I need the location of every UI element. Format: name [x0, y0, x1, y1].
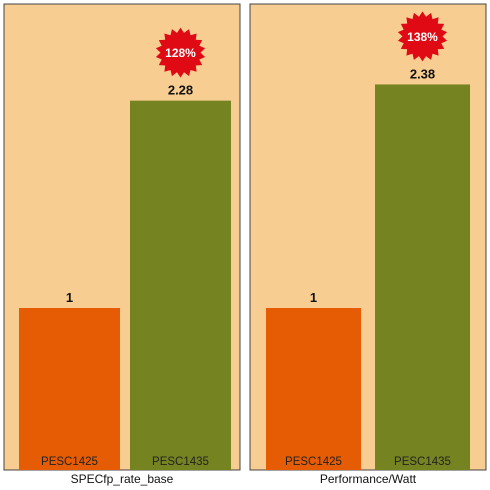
category-label: PESC1435 — [394, 456, 451, 468]
data-label: 1 — [66, 290, 73, 305]
percentage-badge — [397, 11, 448, 62]
data-label: 2.28 — [168, 83, 193, 98]
category-label: PESC1425 — [285, 456, 342, 468]
category-label: PESC1435 — [152, 456, 209, 468]
panel-1-xlabel: SPECfp_rate_base — [70, 472, 174, 486]
percentage-badge-label: 128% — [165, 46, 196, 60]
data-label: 1 — [310, 290, 317, 305]
panel-2-xlabel: Performance/Watt — [319, 472, 417, 486]
category-label: PESC1425 — [41, 456, 98, 468]
bar-pesc1425 — [19, 308, 120, 470]
bar-pesc1435 — [375, 84, 470, 470]
percentage-badge — [155, 27, 206, 78]
data-label: 2.38 — [410, 66, 435, 81]
bar-pesc1425 — [266, 308, 361, 470]
percentage-badge-label: 138% — [407, 30, 438, 44]
bar-pesc1435 — [130, 100, 231, 470]
